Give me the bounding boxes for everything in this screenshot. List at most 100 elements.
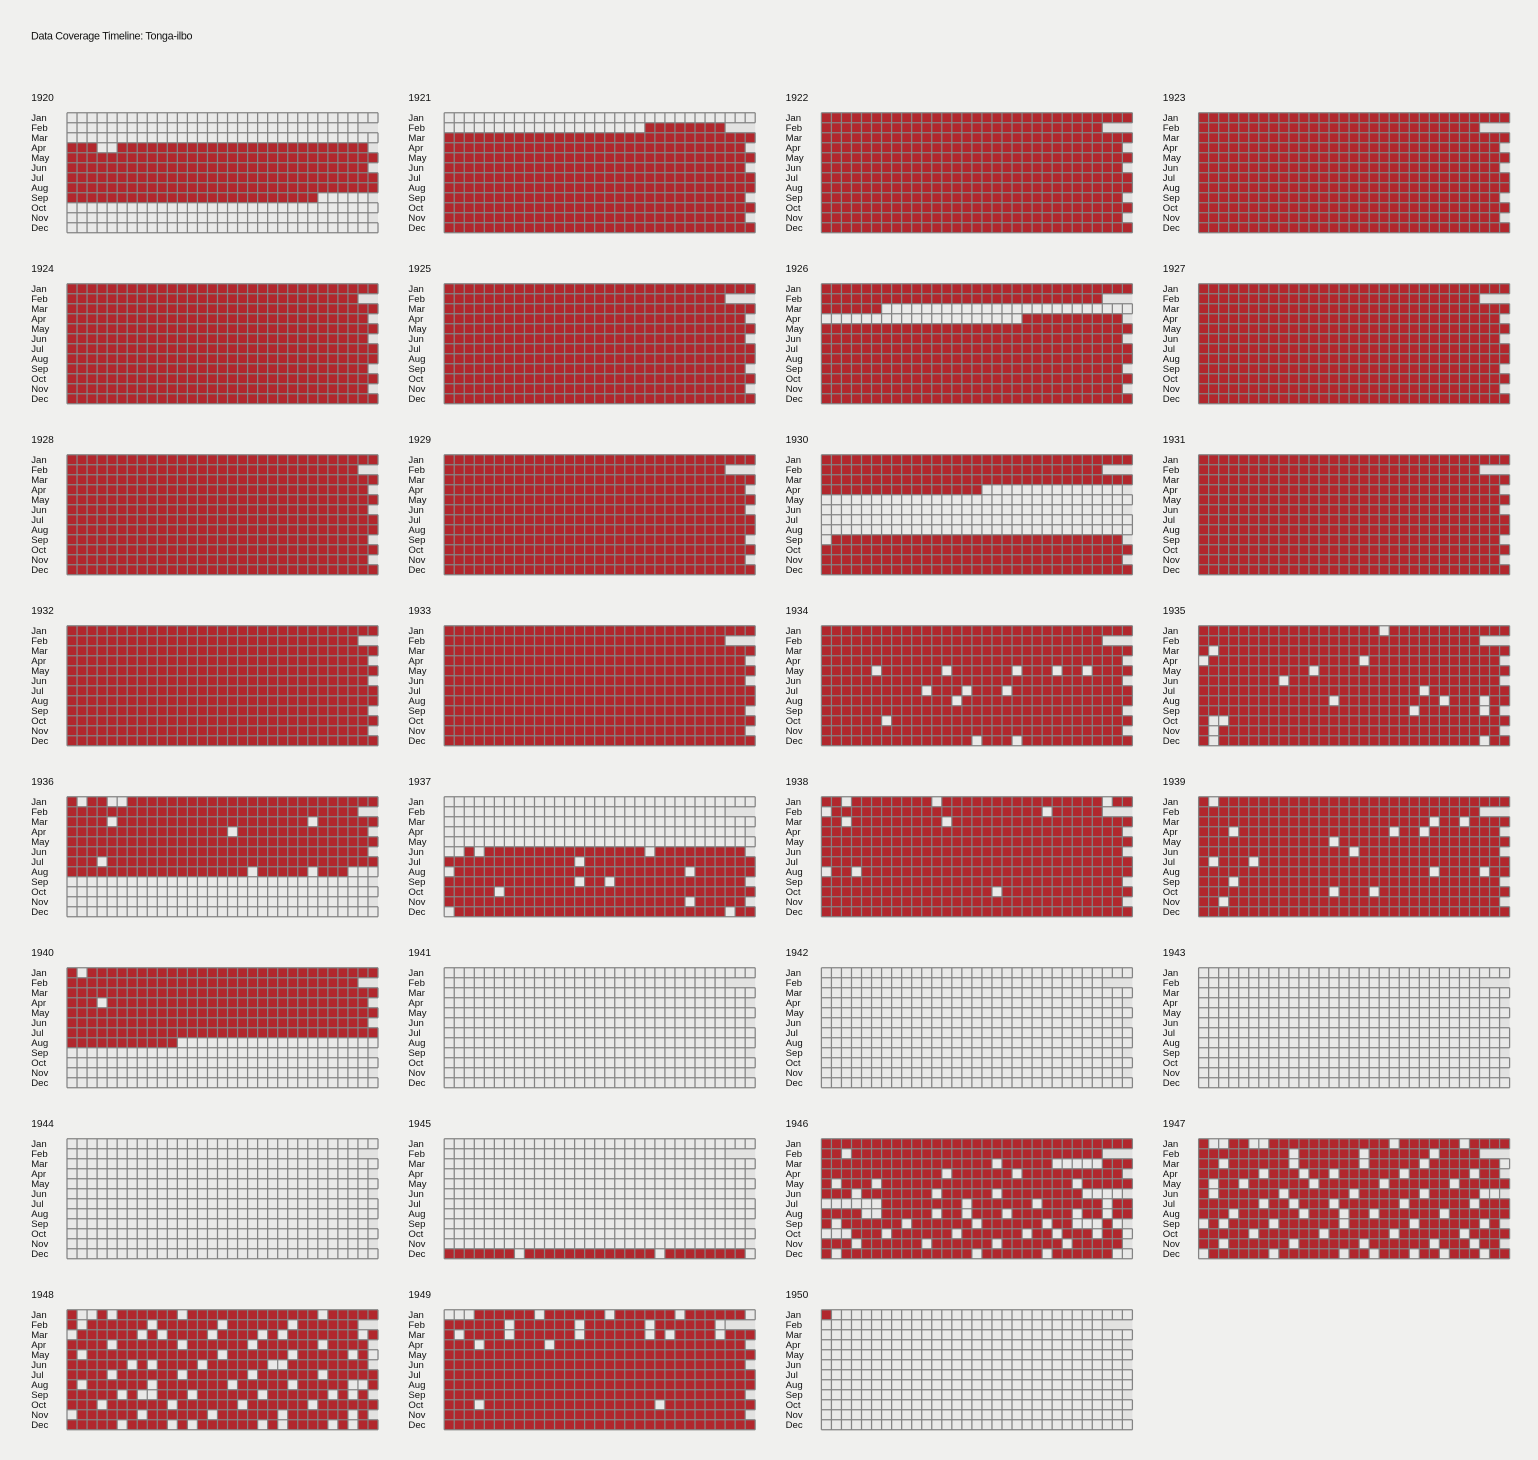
svg-text:Jan: Jan (1163, 626, 1178, 637)
svg-text:May: May (31, 153, 49, 164)
svg-text:Oct: Oct (1163, 716, 1178, 727)
svg-text:May: May (408, 666, 426, 677)
svg-text:Apr: Apr (408, 827, 424, 838)
svg-text:Mar: Mar (786, 1159, 803, 1170)
svg-text:Oct: Oct (786, 1058, 801, 1069)
svg-text:Jul: Jul (786, 686, 798, 697)
svg-text:Sep: Sep (1163, 877, 1180, 888)
svg-text:Sep: Sep (408, 1219, 425, 1230)
svg-text:Mar: Mar (786, 988, 803, 999)
svg-text:1920: 1920 (31, 93, 54, 104)
svg-text:Jan: Jan (1163, 113, 1178, 124)
svg-text:1948: 1948 (31, 1290, 54, 1301)
svg-text:Dec: Dec (1163, 1249, 1180, 1260)
svg-text:Nov: Nov (31, 897, 48, 908)
svg-text:Dec: Dec (408, 736, 425, 747)
svg-text:Sep: Sep (1163, 1048, 1180, 1059)
svg-text:Jul: Jul (786, 344, 798, 355)
svg-text:Jan: Jan (408, 113, 423, 124)
svg-text:Jul: Jul (786, 1370, 798, 1381)
svg-text:Oct: Oct (31, 545, 46, 556)
svg-text:Jun: Jun (1163, 847, 1178, 858)
svg-text:Feb: Feb (408, 465, 425, 476)
svg-text:Jun: Jun (1163, 676, 1178, 687)
svg-text:Jun: Jun (786, 1360, 801, 1371)
svg-text:Feb: Feb (786, 1149, 803, 1160)
svg-text:Apr: Apr (408, 143, 424, 154)
svg-text:Dec: Dec (31, 1078, 48, 1089)
svg-text:Sep: Sep (408, 877, 425, 888)
svg-text:Sep: Sep (786, 706, 803, 717)
svg-text:May: May (408, 324, 426, 335)
svg-text:1925: 1925 (408, 264, 431, 275)
svg-text:Nov: Nov (31, 1410, 48, 1421)
svg-text:Feb: Feb (31, 978, 48, 989)
svg-text:Sep: Sep (1163, 193, 1180, 204)
svg-text:May: May (786, 153, 804, 164)
svg-text:1934: 1934 (786, 606, 809, 617)
svg-text:Jan: Jan (786, 968, 801, 979)
svg-text:Mar: Mar (408, 475, 425, 486)
svg-text:Sep: Sep (786, 877, 803, 888)
svg-text:1926: 1926 (786, 264, 809, 275)
svg-text:Jun: Jun (786, 676, 801, 687)
svg-text:Nov: Nov (786, 384, 803, 395)
svg-text:Nov: Nov (31, 555, 48, 566)
svg-text:May: May (1163, 153, 1181, 164)
svg-text:Jun: Jun (786, 847, 801, 858)
svg-text:1938: 1938 (786, 777, 809, 788)
svg-text:Jul: Jul (1163, 857, 1175, 868)
svg-text:Nov: Nov (1163, 213, 1180, 224)
svg-text:Jul: Jul (31, 344, 43, 355)
svg-text:Mar: Mar (31, 304, 48, 315)
svg-text:1924: 1924 (31, 264, 54, 275)
svg-text:Jul: Jul (786, 1028, 798, 1039)
svg-text:Apr: Apr (1163, 656, 1179, 667)
svg-text:Oct: Oct (408, 374, 423, 385)
svg-text:May: May (786, 324, 804, 335)
svg-text:Jan: Jan (786, 797, 801, 808)
svg-text:Feb: Feb (1163, 636, 1180, 647)
svg-text:Oct: Oct (408, 887, 423, 898)
svg-text:Apr: Apr (31, 1169, 47, 1180)
svg-text:1927: 1927 (1163, 264, 1186, 275)
svg-text:Mar: Mar (31, 475, 48, 486)
svg-text:Dec: Dec (1163, 394, 1180, 405)
svg-text:Jun: Jun (31, 505, 46, 516)
svg-text:Apr: Apr (408, 998, 424, 1009)
svg-text:1932: 1932 (31, 606, 54, 617)
svg-text:Mar: Mar (1163, 1159, 1180, 1170)
svg-text:Oct: Oct (31, 203, 46, 214)
svg-text:Sep: Sep (408, 535, 425, 546)
svg-text:Feb: Feb (1163, 465, 1180, 476)
svg-text:Dec: Dec (31, 736, 48, 747)
svg-text:Oct: Oct (408, 545, 423, 556)
svg-text:Jan: Jan (408, 455, 423, 466)
svg-text:Jul: Jul (1163, 344, 1175, 355)
svg-text:Jun: Jun (408, 847, 423, 858)
svg-text:Jun: Jun (408, 1018, 423, 1029)
svg-text:Apr: Apr (786, 656, 802, 667)
svg-text:Jun: Jun (408, 505, 423, 516)
svg-text:May: May (408, 495, 426, 506)
svg-text:Jul: Jul (1163, 1199, 1175, 1210)
svg-text:Sep: Sep (408, 364, 425, 375)
svg-text:Jul: Jul (786, 173, 798, 184)
svg-text:May: May (1163, 1008, 1181, 1019)
svg-text:Aug: Aug (31, 1038, 48, 1049)
svg-text:Aug: Aug (408, 1209, 425, 1220)
svg-text:Feb: Feb (31, 123, 48, 134)
svg-text:Jun: Jun (31, 163, 46, 174)
svg-text:1933: 1933 (408, 606, 431, 617)
svg-text:Jan: Jan (786, 626, 801, 637)
svg-text:1941: 1941 (408, 948, 431, 959)
svg-text:Oct: Oct (786, 203, 801, 214)
svg-text:Jun: Jun (786, 163, 801, 174)
svg-text:Oct: Oct (408, 1400, 423, 1411)
svg-text:Apr: Apr (31, 143, 47, 154)
svg-text:May: May (408, 153, 426, 164)
svg-text:Mar: Mar (31, 1159, 48, 1170)
svg-text:Sep: Sep (31, 364, 48, 375)
svg-text:Aug: Aug (31, 525, 48, 536)
svg-text:Apr: Apr (31, 314, 47, 325)
